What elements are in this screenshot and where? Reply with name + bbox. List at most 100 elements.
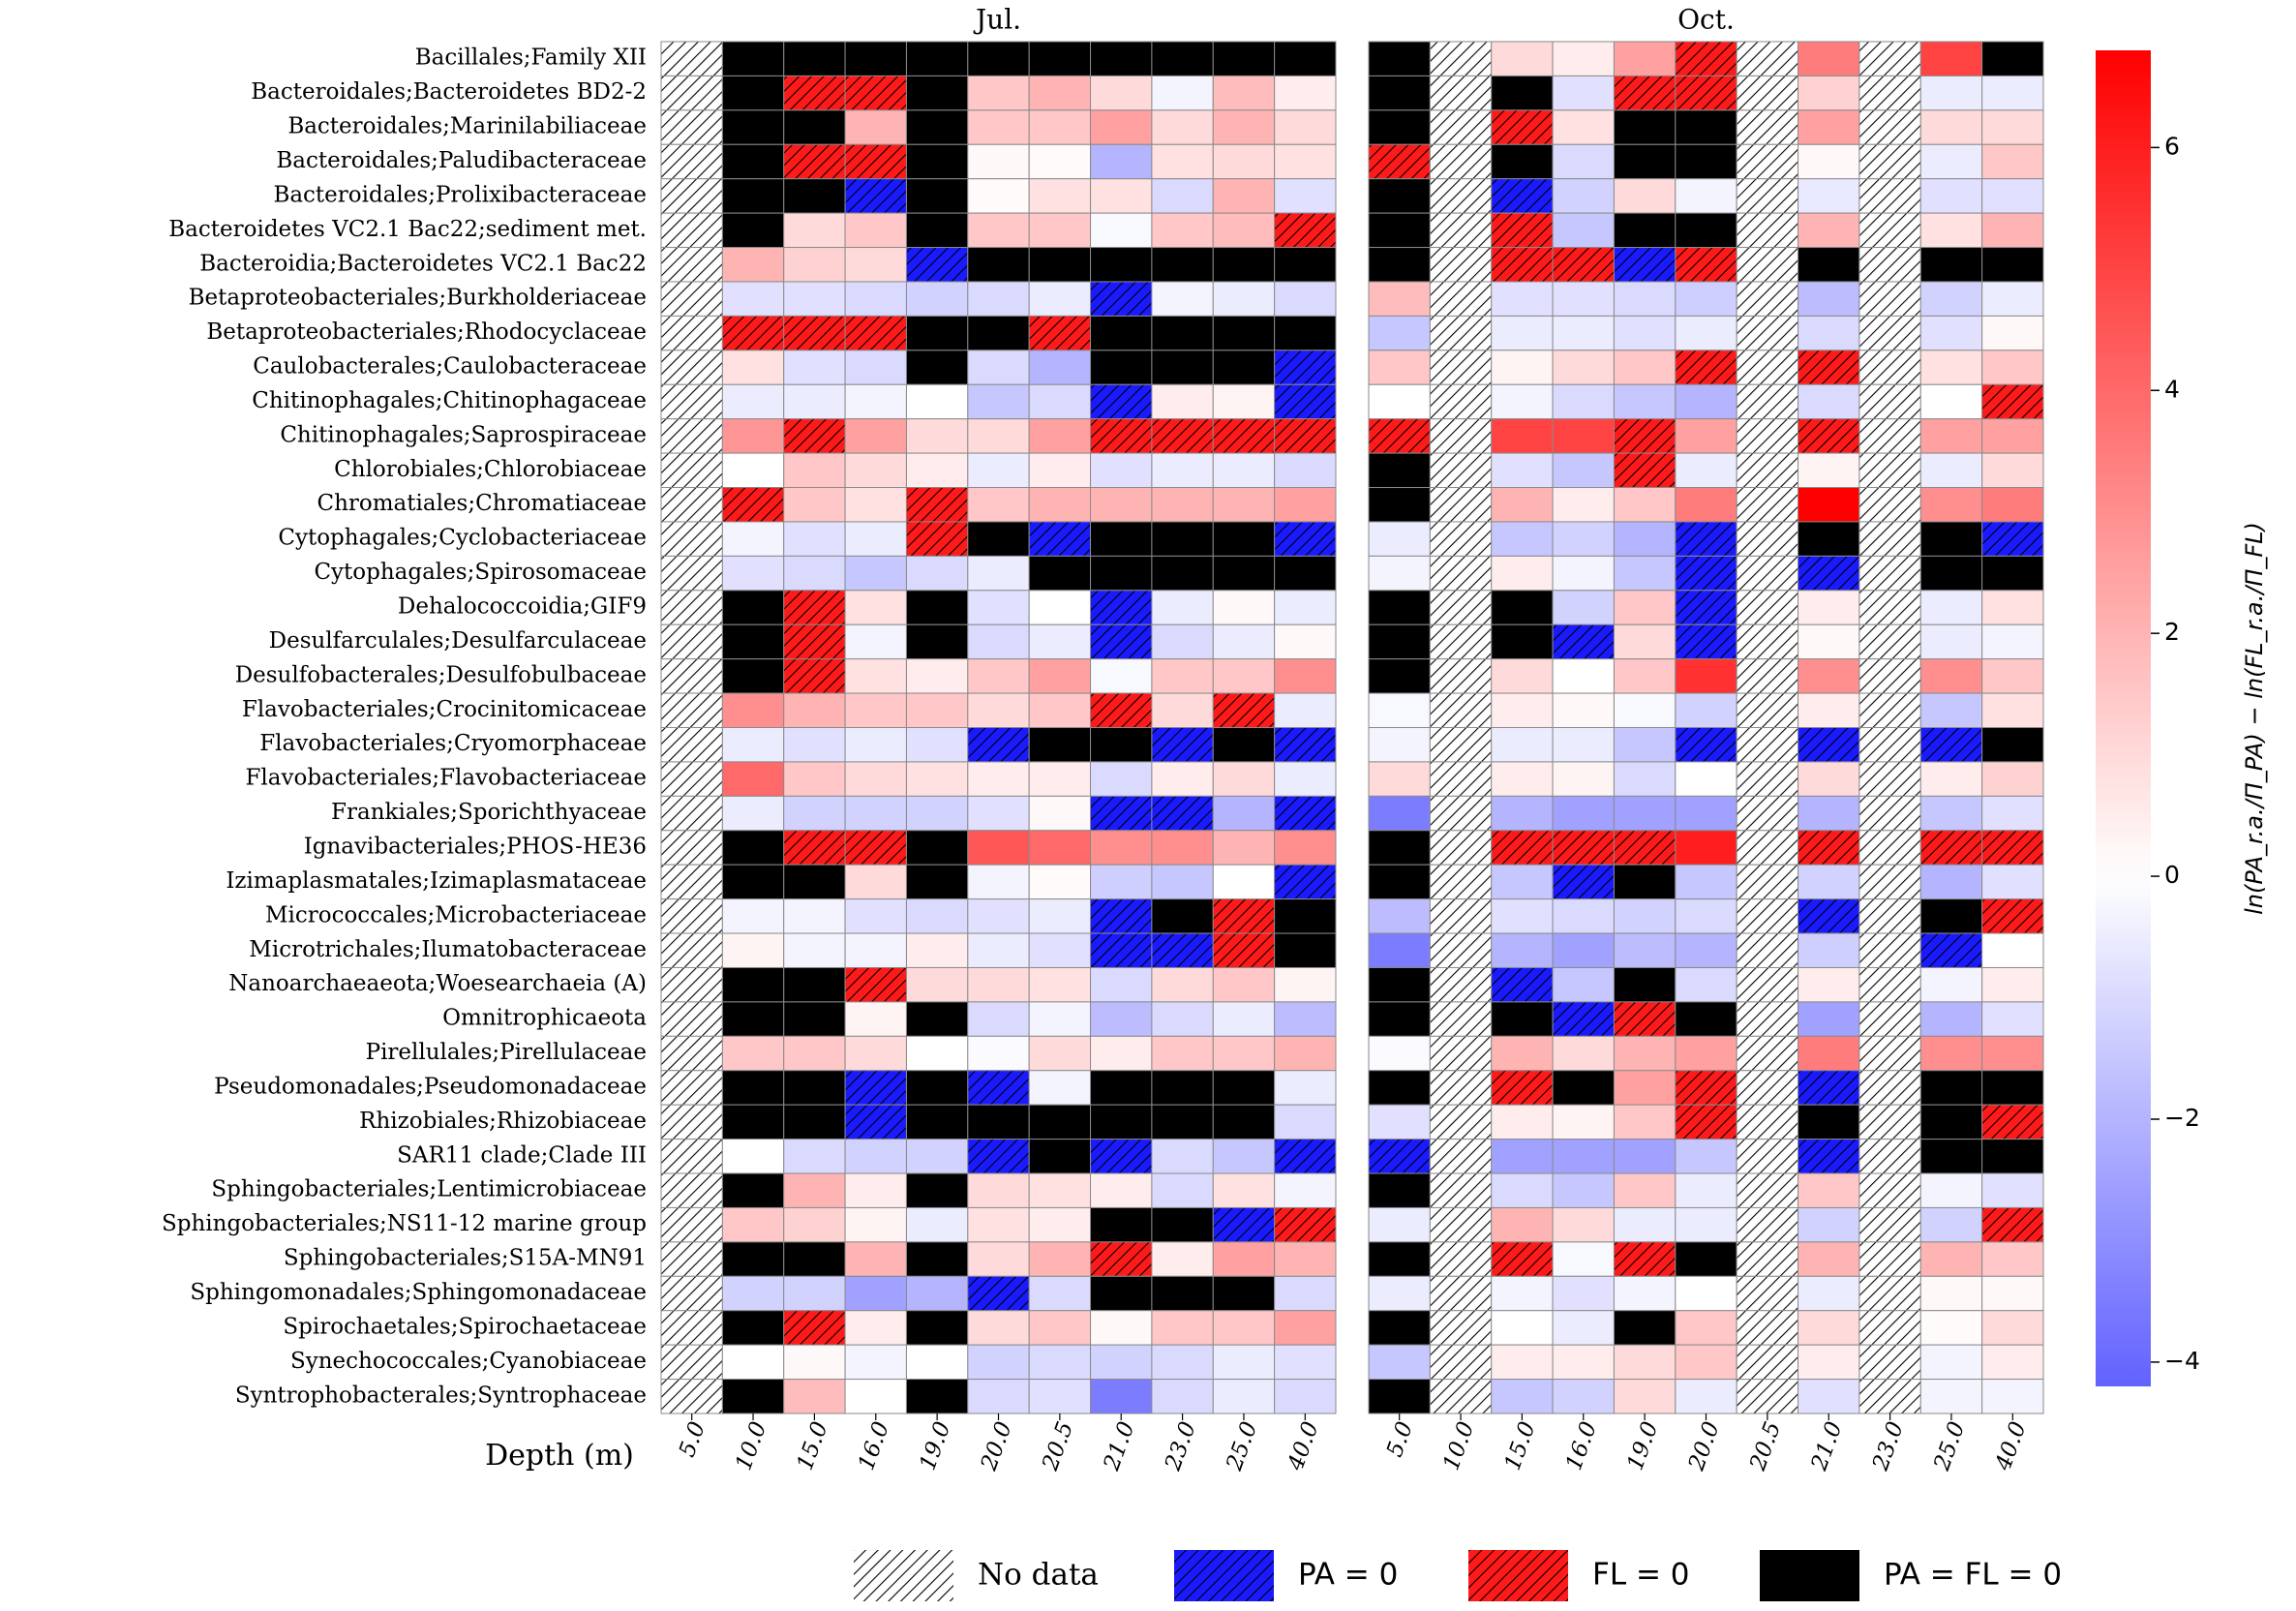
heatmap-cell <box>844 795 907 832</box>
heatmap-cell <box>1090 487 1153 523</box>
heatmap-cell <box>1798 966 1860 1003</box>
heatmap-cell <box>1212 1275 1276 1312</box>
heatmap-cell <box>1151 41 1214 76</box>
row-label: Sphingobacteriales;NS11-12 marine group <box>162 1211 647 1236</box>
heatmap-cell <box>1858 452 1921 489</box>
heatmap-cell <box>1274 1001 1337 1037</box>
heatmap-cell <box>1675 1139 1737 1174</box>
heatmap-cell <box>844 830 907 866</box>
heatmap-cell <box>1858 247 1921 283</box>
heatmap-cell <box>721 590 785 625</box>
heatmap-cell <box>905 487 969 523</box>
heatmap-cell <box>783 1172 846 1208</box>
heatmap-cell <box>660 1035 723 1072</box>
heatmap-cell <box>1274 966 1337 1003</box>
heatmap-cell <box>1981 41 2044 76</box>
heatmap-cell <box>844 521 907 557</box>
heatmap-cell <box>1028 247 1092 283</box>
heatmap-cell <box>1919 761 1983 797</box>
heatmap-cell <box>1858 1310 1921 1346</box>
heatmap-cell <box>1212 692 1276 729</box>
heatmap-cell <box>1429 315 1493 351</box>
heatmap-cell <box>1090 658 1153 694</box>
heatmap-cell <box>1368 932 1431 968</box>
heatmap-cell <box>1274 350 1337 385</box>
heatmap-cell <box>721 350 785 385</box>
heatmap-cell <box>1028 487 1092 523</box>
heatmap-cell <box>1368 143 1431 180</box>
heatmap-cell <box>1429 966 1493 1003</box>
heatmap-cell <box>783 212 846 249</box>
heatmap-cell <box>721 830 785 866</box>
heatmap-cell <box>1613 1104 1677 1140</box>
heatmap-cell <box>967 1104 1030 1140</box>
heatmap-cell <box>1028 41 1092 76</box>
heatmap-cell <box>1858 41 1921 76</box>
heatmap-cell <box>844 452 907 489</box>
heatmap-cell <box>660 1001 723 1037</box>
heatmap-cell <box>1919 41 1983 76</box>
heatmap-cell <box>1212 1035 1276 1072</box>
row-label: Bacteroidetes VC2.1 Bac22;sediment met. <box>168 217 647 242</box>
heatmap-cell <box>1858 1241 1921 1277</box>
heatmap-cell <box>1274 41 1337 76</box>
heatmap-cell <box>721 178 785 214</box>
row-label: Pseudomonadales;Pseudomonadaceae <box>214 1074 647 1099</box>
heatmap-cell <box>1368 487 1431 523</box>
heatmap-cell <box>1675 350 1737 385</box>
heatmap-cell <box>1212 247 1276 283</box>
heatmap-cell <box>1274 1379 1337 1414</box>
heatmap-cell <box>1090 1070 1153 1106</box>
heatmap-cell <box>1736 1379 1799 1414</box>
heatmap-cell <box>1429 692 1493 729</box>
heatmap-cell <box>1429 281 1493 317</box>
x-tick-label: 19.0 <box>915 1418 955 1474</box>
heatmap-cell <box>1429 452 1493 489</box>
heatmap-cell <box>905 658 969 694</box>
heatmap-cell <box>1491 1070 1554 1106</box>
heatmap-cell <box>905 692 969 729</box>
heatmap-cell <box>783 623 846 660</box>
heatmap-cell <box>844 1275 907 1312</box>
heatmap-cell <box>1151 727 1214 763</box>
x-tick-label: 21.0 <box>1099 1418 1139 1474</box>
heatmap-cell <box>1028 727 1092 763</box>
heatmap-cell <box>1736 109 1799 145</box>
heatmap-cell <box>1368 898 1431 934</box>
heatmap-cell <box>1429 727 1493 763</box>
heatmap-cell <box>1368 623 1431 660</box>
heatmap-cell <box>721 1310 785 1346</box>
heatmap-cell <box>1613 315 1677 351</box>
heatmap-cell <box>1858 1275 1921 1312</box>
heatmap-cell <box>1798 487 1860 523</box>
heatmap-cell <box>1675 521 1737 557</box>
heatmap-cell <box>1274 692 1337 729</box>
heatmap-cell <box>1858 418 1921 454</box>
heatmap-cell <box>1858 864 1921 900</box>
heatmap-cell <box>1552 143 1615 180</box>
heatmap-cell <box>1858 1001 1921 1037</box>
heatmap-cell <box>1552 1275 1615 1312</box>
heatmap-cell <box>967 555 1030 592</box>
heatmap-cell <box>1858 623 1921 660</box>
heatmap-cell <box>1491 623 1554 660</box>
heatmap-cell <box>1919 1139 1983 1174</box>
panel-title: Oct. <box>1677 4 1735 36</box>
heatmap-cell <box>905 315 969 351</box>
heatmap-cell <box>905 898 969 934</box>
heatmap-cell <box>1212 1070 1276 1106</box>
row-label: Chlorobiales;Chlorobiaceae <box>334 457 647 482</box>
heatmap-cell <box>1028 761 1092 797</box>
heatmap-cell <box>1675 247 1737 283</box>
heatmap-cell <box>783 590 846 625</box>
heatmap-cell <box>1429 830 1493 866</box>
heatmap-cell <box>660 932 723 968</box>
colorbar-tick-label: −2 <box>2164 1104 2200 1132</box>
heatmap-cell <box>1212 1139 1276 1174</box>
x-tick-label: 25.0 <box>1222 1418 1262 1474</box>
heatmap-cell <box>1151 1344 1214 1381</box>
legend-swatch <box>1468 1550 1568 1601</box>
heatmap-cell <box>1919 1241 1983 1277</box>
heatmap-cell <box>721 1241 785 1277</box>
heatmap-cell <box>1212 1241 1276 1277</box>
